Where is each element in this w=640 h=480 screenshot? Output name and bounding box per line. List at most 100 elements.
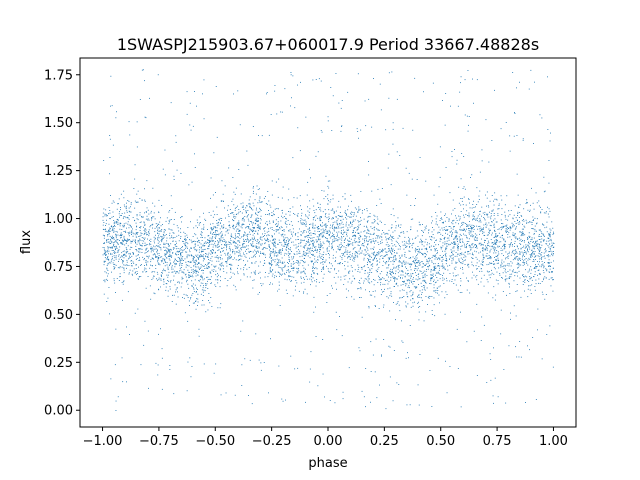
data-point (293, 213, 294, 214)
data-point (445, 232, 446, 234)
data-point (485, 246, 487, 248)
data-point (171, 266, 173, 268)
data-point (217, 257, 219, 259)
data-point (186, 390, 188, 392)
data-point (169, 210, 171, 211)
data-point (259, 201, 261, 203)
data-point (544, 255, 545, 257)
data-point (357, 220, 359, 222)
data-point (406, 245, 408, 247)
data-point (417, 302, 419, 304)
data-point (461, 222, 462, 224)
data-point (238, 209, 240, 210)
data-point (487, 234, 489, 236)
data-point (246, 249, 247, 250)
data-point (296, 271, 298, 272)
data-point (478, 260, 480, 262)
data-point (296, 251, 298, 253)
data-point (157, 242, 159, 244)
data-point (501, 223, 502, 224)
data-point (214, 266, 215, 268)
data-point (465, 251, 466, 253)
data-point (192, 302, 194, 304)
data-point (272, 243, 274, 245)
data-point (534, 289, 536, 291)
data-point (283, 240, 284, 241)
data-point (455, 234, 457, 236)
data-point (424, 276, 426, 278)
data-point (400, 224, 402, 226)
data-point (361, 266, 363, 268)
data-point (365, 251, 367, 253)
data-point (347, 243, 349, 245)
data-point (244, 216, 246, 217)
data-point (365, 237, 367, 239)
data-point (320, 243, 322, 245)
data-point (238, 255, 239, 257)
data-point (346, 213, 347, 215)
data-point (316, 268, 318, 270)
data-point (505, 225, 507, 227)
data-point (453, 219, 455, 221)
data-point (487, 240, 489, 242)
data-point (379, 235, 381, 237)
data-point (241, 219, 243, 221)
data-point (169, 286, 171, 288)
data-point (114, 266, 116, 268)
data-point (255, 261, 257, 263)
data-point (312, 253, 314, 255)
data-point (165, 283, 167, 284)
data-point (312, 277, 314, 279)
data-point (143, 221, 145, 223)
data-point (452, 199, 454, 201)
data-point (240, 226, 242, 228)
data-point (467, 280, 469, 282)
data-point (361, 250, 363, 252)
data-point (181, 263, 183, 264)
data-point (103, 237, 105, 239)
data-point (213, 250, 214, 252)
data-point (473, 212, 474, 213)
data-point (537, 243, 538, 245)
data-point (322, 258, 324, 260)
data-point (274, 214, 275, 216)
data-point (478, 266, 480, 267)
data-point (170, 236, 172, 238)
data-point (350, 222, 352, 224)
data-point (550, 240, 552, 242)
data-point (480, 268, 482, 270)
data-point (409, 263, 411, 265)
data-point (268, 200, 270, 202)
data-point (232, 212, 234, 213)
data-point (298, 243, 300, 245)
data-point (402, 284, 404, 285)
data-point (109, 242, 111, 244)
data-point (114, 252, 115, 254)
data-point (463, 256, 465, 258)
data-point (303, 246, 305, 248)
data-point (104, 257, 106, 258)
data-point (385, 255, 386, 257)
data-point (165, 289, 167, 291)
data-point (227, 253, 228, 255)
data-point (507, 236, 509, 238)
data-point (259, 255, 260, 257)
data-point (312, 260, 313, 262)
data-point (234, 233, 236, 235)
data-point (482, 254, 484, 256)
data-point (114, 282, 116, 284)
data-point (130, 202, 132, 204)
data-point (161, 348, 163, 350)
data-point (333, 212, 335, 214)
data-point (242, 236, 244, 237)
data-point (225, 231, 227, 233)
data-point (291, 258, 293, 260)
data-point (273, 251, 275, 253)
data-point (423, 277, 425, 278)
data-point (103, 229, 105, 230)
data-point (360, 288, 362, 290)
data-point (456, 159, 458, 161)
data-point (131, 241, 132, 242)
data-point (299, 150, 301, 152)
data-point (440, 256, 442, 258)
